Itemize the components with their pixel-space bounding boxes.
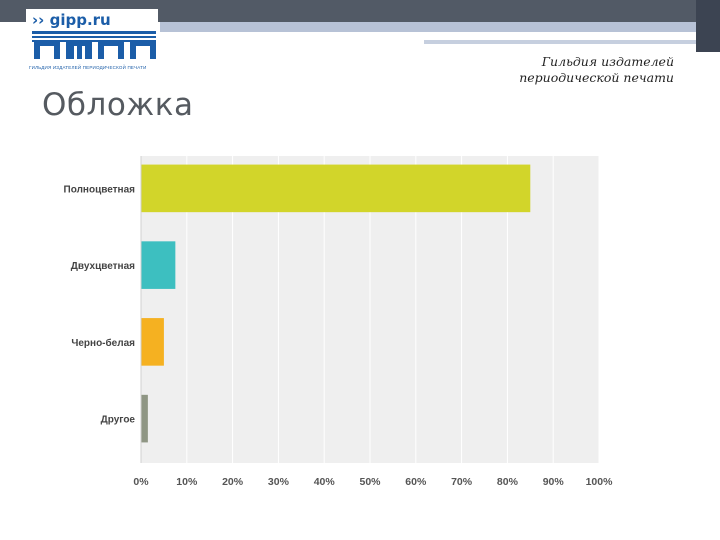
top-bar [0,0,720,22]
x-tick-label: 90% [543,476,565,488]
x-tick-label: 10% [176,476,198,488]
organization-name: Гильдия издателей периодической печати [470,54,674,86]
logo-domain: ›› gipp.ru [32,11,111,29]
x-tick-label: 40% [314,476,336,488]
x-tick-label: 20% [222,476,244,488]
gipp-logo[interactable]: ›› gipp.ru ГИЛЬДИЯ ИЗДАТЕЛЕЙ ПЕРИОДИЧЕСК… [26,9,158,75]
category-label: Полноцветная [64,184,136,195]
bar [141,318,164,366]
organization-name-line2: периодической печати [519,70,674,85]
x-tick-label: 30% [268,476,290,488]
bar [141,241,176,289]
x-tick-label: 60% [405,476,427,488]
top-bar-accent [696,0,720,52]
x-tick-label: 100% [586,476,614,488]
cover-type-bar-chart: 0% 10% 20% 30% 40% 50% 60% 70% 80% 90% 100% Полноцв… [40,150,620,495]
logo-emblem-icon [32,31,156,59]
category-label: Другое [101,415,136,426]
category-label: Двухцветная [71,261,135,272]
page-title: Обложка [42,87,194,123]
x-tick-label: 70% [451,476,473,488]
x-tick-label: 80% [497,476,519,488]
top-bar-stripe [160,22,720,32]
chart-canvas: 0% 10% 20% 30% 40% 50% 60% 70% 80% 90% 100% Полноцв… [64,156,614,488]
bar [141,394,148,443]
category-label: Черно-белая [71,337,135,349]
bar [141,164,531,213]
top-bar-line [424,40,696,44]
x-tick-label: 50% [359,476,381,488]
x-tick-label: 0% [133,476,149,488]
organization-name-line1: Гильдия издателей [541,54,674,69]
logo-caption: ГИЛЬДИЯ ИЗДАТЕЛЕЙ ПЕРИОДИЧЕСКОЙ ПЕЧАТИ [29,65,147,70]
